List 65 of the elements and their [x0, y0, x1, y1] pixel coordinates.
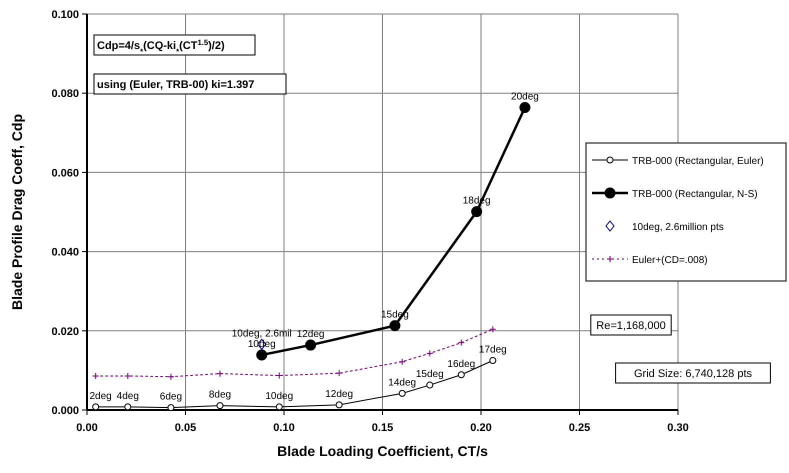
- annotation: using (Euler, TRB-00) ki=1.397: [97, 79, 254, 91]
- x-tick-label: 0.15: [372, 422, 394, 434]
- annotation: 12deg: [325, 388, 354, 400]
- point: [426, 382, 434, 389]
- x-tick-label: 0.05: [174, 422, 196, 434]
- y-tick-label: 0.080: [51, 88, 79, 100]
- annotation: 2deg: [89, 390, 112, 402]
- point: [471, 206, 482, 218]
- point: [398, 390, 406, 397]
- point: [336, 401, 343, 408]
- point: [124, 372, 132, 380]
- x-tick-label: 0.30: [667, 422, 689, 434]
- legend-label: Euler+(CD=.008): [632, 255, 708, 266]
- point: [92, 372, 100, 380]
- annotation: 15deg: [416, 369, 444, 380]
- y-tick-label: 0.020: [51, 326, 79, 338]
- annotation: 16deg: [447, 358, 476, 370]
- annotation: 12deg: [296, 329, 324, 340]
- point: [216, 402, 224, 410]
- text-box: Grid Size: 6,740,128 pts: [615, 362, 771, 384]
- point: [458, 339, 465, 346]
- legend-label: TRB-000 (Rectangular, N-S): [632, 189, 758, 200]
- text-box: Cdp=4/s$_{*}$(CQ-ki$_{*}$(CT$^{1.5}$)/2): [94, 34, 256, 56]
- x-tick-label: 0.10: [273, 422, 295, 434]
- annotation: 8deg: [208, 390, 232, 401]
- point: [92, 403, 100, 410]
- y-axis-title: Blade Profile Drag Coeff, Cdp: [9, 114, 25, 310]
- point: [489, 326, 496, 333]
- point: [167, 373, 174, 380]
- annotation: Grid Size: 6,740,128 pts: [634, 368, 753, 380]
- point: [256, 349, 268, 360]
- text-box: Re=1,168,000: [590, 314, 672, 336]
- annotation: 10deg: [265, 390, 294, 402]
- point: [426, 350, 434, 357]
- annotation: 20deg: [511, 91, 539, 102]
- x-axis-title: Blade Loading Coefficient, CT/s: [277, 443, 488, 459]
- annotation: 4deg: [116, 390, 139, 402]
- y-tick-label: 0.060: [51, 167, 79, 180]
- legend-label: TRB-000 (Rectangular, Euler): [632, 156, 764, 167]
- point: [389, 320, 400, 332]
- point: [458, 371, 465, 378]
- point: [167, 404, 174, 412]
- x-tick-label: 0.00: [76, 422, 98, 434]
- point: [398, 358, 406, 366]
- annotation: 14deg: [388, 377, 416, 388]
- annotation: Re=1,168,000: [596, 320, 666, 332]
- annotation: 10deg, 2.6mil: [232, 328, 292, 340]
- y-tick-label: 0.040: [51, 246, 79, 259]
- point: [519, 102, 530, 113]
- text-box: using (Euler, TRB-00) ki=1.397: [94, 74, 286, 94]
- annotation: 17deg: [478, 344, 507, 356]
- point: [276, 403, 283, 410]
- point: [216, 370, 224, 378]
- legend-label: 10deg, 2.6million pts: [632, 222, 724, 233]
- x-tick-label: 0.20: [470, 422, 492, 434]
- annotation: 6deg: [160, 392, 182, 403]
- point: [336, 370, 343, 377]
- annotation: Cdp=4/s$_{*}$(CQ-ki$_{*}$(CT$^{1.5}$)/2): [97, 38, 225, 56]
- point: [276, 372, 283, 380]
- point: [489, 357, 496, 364]
- x-tick-label: 0.25: [568, 422, 590, 434]
- point: [124, 403, 132, 410]
- y-tick-label: 0.000: [51, 405, 79, 417]
- point: [305, 340, 316, 351]
- y-tick-label: 0.100: [51, 9, 79, 21]
